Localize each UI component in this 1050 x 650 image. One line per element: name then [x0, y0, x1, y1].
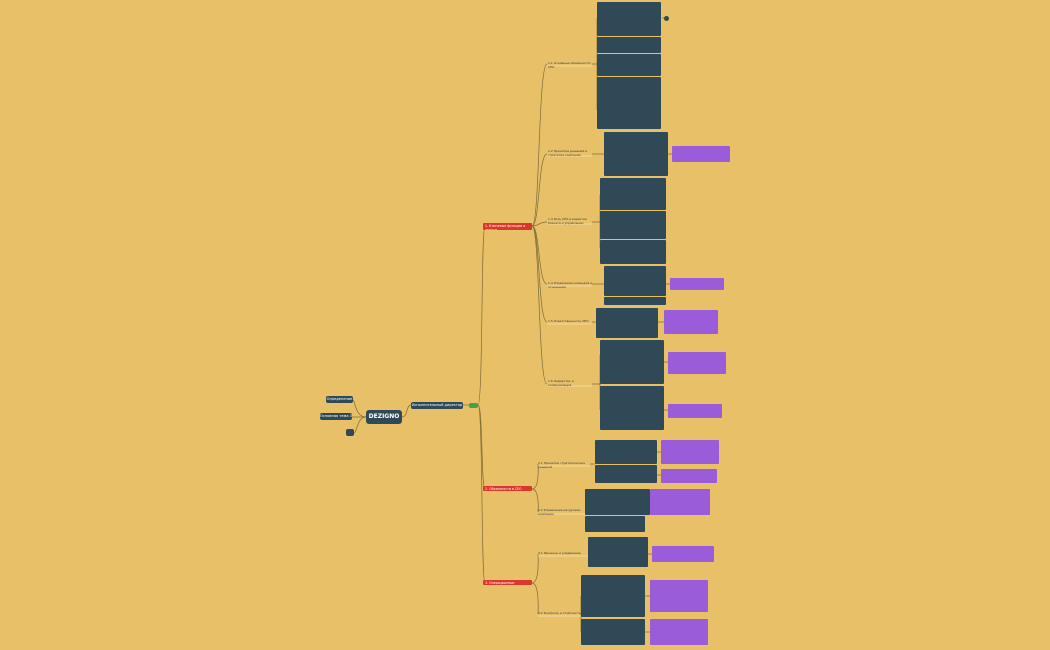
- detail-card[interactable]: [585, 489, 650, 515]
- detail-card[interactable]: [595, 465, 657, 483]
- note-card[interactable]: [668, 404, 722, 418]
- detail-card[interactable]: [595, 440, 657, 464]
- director-node[interactable]: Исполнительный директор: [411, 402, 463, 409]
- detail-card[interactable]: [585, 516, 645, 532]
- detail-card[interactable]: [581, 575, 645, 617]
- detail-card[interactable]: [597, 54, 661, 76]
- branch-key-functions[interactable]: 1. Ключевые функции и задачи: [483, 223, 532, 230]
- collapse-dot-icon[interactable]: [664, 16, 669, 21]
- sub-topic-1-2[interactable]: 1.2 Принятие решений и стратегия компани…: [548, 150, 588, 157]
- detail-card[interactable]: [600, 340, 664, 384]
- detail-card[interactable]: [600, 178, 666, 210]
- note-card[interactable]: [652, 546, 714, 562]
- detail-card[interactable]: [597, 2, 661, 36]
- note-card[interactable]: [661, 469, 717, 483]
- side-node-empty[interactable]: [346, 429, 354, 436]
- sub-topic-1-6[interactable]: 1.6 Лидерство и коммуникация: [548, 380, 574, 387]
- detail-card[interactable]: [597, 37, 661, 53]
- branch-operations[interactable]: 3. Операционные обязанности CEO: [483, 580, 532, 585]
- note-card[interactable]: [664, 310, 718, 334]
- note-card[interactable]: [672, 146, 730, 162]
- detail-card[interactable]: [597, 77, 661, 129]
- sub-topic-1-3[interactable]: 1.3 Роль CEO в развитии бизнеса и управл…: [548, 218, 587, 225]
- detail-card[interactable]: [604, 297, 666, 305]
- sub-topic-2-2[interactable]: 2.2 Управление ресурсами компании: [538, 509, 581, 516]
- collapse-toggle[interactable]: [469, 403, 478, 408]
- root-node[interactable]: DEZIGNO: [366, 410, 402, 424]
- sub-topic-1-4[interactable]: 1.4 Управление командой и отношения: [548, 282, 592, 289]
- sub-topic-1-1[interactable]: 1.1 Основные обязанности CEO: [548, 62, 591, 69]
- detail-card[interactable]: [604, 132, 668, 176]
- detail-card[interactable]: [600, 211, 666, 239]
- note-card[interactable]: [650, 619, 708, 645]
- sub-topic-3-2[interactable]: 3.2 Контроль и отчётность: [538, 612, 581, 615]
- detail-card[interactable]: [600, 240, 666, 264]
- side-node-definition[interactable]: Определение: [326, 396, 353, 403]
- note-card[interactable]: [661, 440, 719, 464]
- note-card[interactable]: [650, 489, 710, 515]
- note-card[interactable]: [668, 352, 726, 374]
- detail-card[interactable]: [581, 619, 645, 645]
- branch-duties[interactable]: 2. Обязанности в CEO: [483, 486, 532, 491]
- detail-card[interactable]: [588, 537, 648, 567]
- sub-topic-3-1[interactable]: 3.1 Финансы и управление: [538, 552, 581, 555]
- sub-topic-1-5[interactable]: 1.5 Ответственность CEO: [548, 320, 589, 323]
- detail-card[interactable]: [600, 386, 664, 430]
- detail-card[interactable]: [596, 308, 658, 338]
- side-node-topic-3[interactable]: Основная тема 3: [320, 413, 352, 420]
- detail-card[interactable]: [604, 266, 666, 296]
- note-card[interactable]: [650, 580, 708, 612]
- sub-topic-2-1[interactable]: 2.1 Принятие стратегических решений: [538, 462, 586, 469]
- note-card[interactable]: [670, 278, 724, 290]
